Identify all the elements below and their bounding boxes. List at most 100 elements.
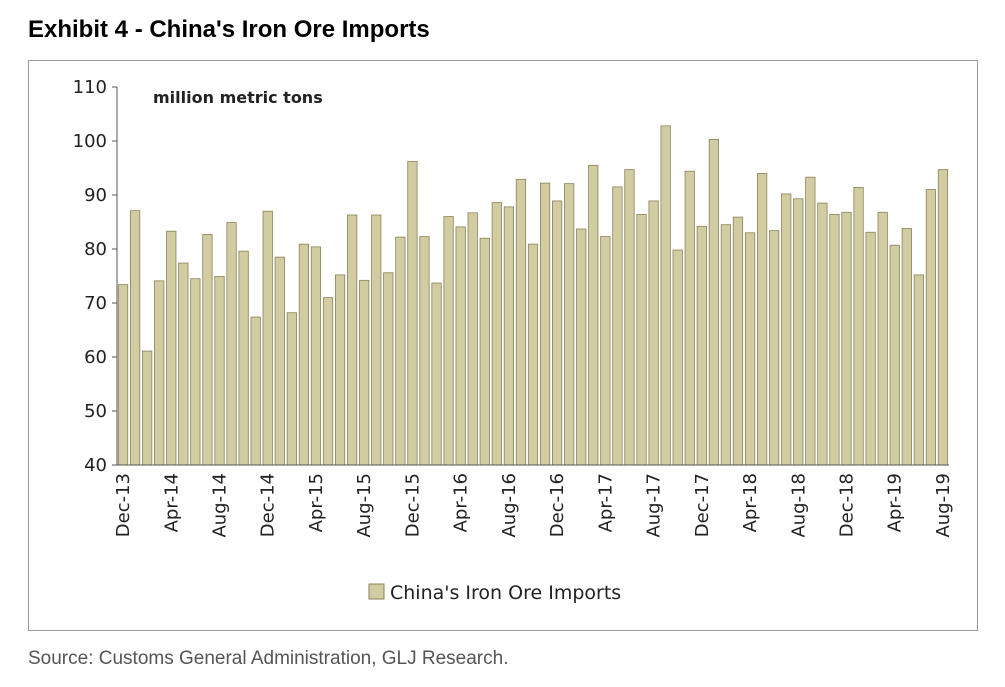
- bar-jul-16: [491, 202, 502, 466]
- y-tick-label: 40: [84, 455, 107, 476]
- bar-nov-18: [829, 214, 840, 466]
- bar-mar-16: [443, 216, 454, 466]
- legend-swatch: [368, 583, 385, 600]
- y-tick-label: 50: [84, 401, 107, 422]
- bar-sep-14: [226, 222, 237, 466]
- bar-dec-13: [117, 284, 129, 466]
- bars: [117, 125, 949, 466]
- bar-dec-14: [262, 210, 273, 466]
- x-tick-label: Dec-14: [258, 473, 279, 537]
- bar-jul-15: [347, 214, 358, 466]
- bar-jun-18: [769, 230, 780, 466]
- y-tick-label: 100: [73, 131, 107, 152]
- bar-may-19: [901, 228, 912, 466]
- bar-mar-19: [877, 211, 888, 466]
- bar-apr-15: [310, 246, 322, 466]
- bar-may-16: [467, 212, 478, 466]
- iron-ore-bar-chart: 40 50 60 70 80 90 100 110 Dec-13 Apr-14 Aug-14 Dec…: [73, 77, 954, 604]
- y-axis: 40 50 60 70 80 90 100 110: [73, 77, 118, 476]
- bar-jun-17: [624, 169, 635, 466]
- bar-dec-15: [407, 161, 418, 466]
- legend: China's Iron Ore Imports: [368, 582, 621, 604]
- bar-oct-15: [383, 272, 394, 466]
- bar-apr-19: [889, 244, 900, 466]
- bar-feb-16: [431, 282, 442, 466]
- bar-jul-17: [636, 214, 647, 466]
- bar-oct-17: [672, 249, 683, 466]
- bar-apr-14: [166, 230, 177, 466]
- bar-jan-17: [564, 183, 575, 466]
- bar-may-18: [757, 173, 768, 466]
- legend-label: China's Iron Ore Imports: [390, 582, 621, 604]
- bar-oct-18: [817, 202, 828, 466]
- bar-mar-17: [588, 164, 599, 466]
- x-tick-label: Dec-15: [402, 473, 423, 537]
- bar-aug-15: [359, 279, 370, 466]
- bar-jun-19: [913, 274, 924, 466]
- bar-jun-14: [190, 278, 201, 466]
- bar-jan-14: [129, 210, 141, 466]
- bar-feb-17: [576, 228, 587, 466]
- bar-feb-14: [142, 350, 153, 466]
- x-tick-label: Aug-17: [644, 473, 665, 538]
- bar-oct-16: [527, 243, 539, 466]
- bar-dec-18: [841, 211, 852, 466]
- bar-nov-17: [684, 170, 695, 466]
- y-tick-label: 110: [73, 77, 107, 98]
- unit-label: million metric tons: [153, 88, 323, 107]
- bar-may-17: [612, 186, 623, 466]
- bar-may-14: [178, 262, 189, 466]
- x-tick-label: Apr-16: [451, 473, 472, 532]
- x-tick-label: Dec-18: [837, 473, 858, 537]
- x-tick-label: Dec-17: [692, 473, 713, 537]
- bar-mar-18: [732, 216, 744, 466]
- x-axis: Dec-13 Apr-14 Aug-14 Dec-14 Apr-15 Aug-15 Dec-…: [113, 464, 954, 538]
- bar-apr-17: [600, 236, 611, 466]
- bar-sep-18: [805, 176, 816, 466]
- bar-aug-19: [937, 169, 949, 466]
- bar-aug-17: [648, 200, 659, 466]
- y-tick-label: 90: [84, 185, 107, 206]
- bar-jul-18: [781, 193, 792, 466]
- bar-nov-14: [250, 316, 261, 466]
- y-tick-label: 70: [84, 293, 107, 314]
- x-tick-label: Aug-18: [788, 473, 809, 538]
- x-tick-label: Aug-16: [499, 473, 520, 538]
- bar-mar-15: [298, 243, 310, 466]
- source-note: Source: Customs General Administration, …: [28, 648, 509, 669]
- x-tick-label: Apr-17: [595, 473, 616, 532]
- bar-nov-16: [539, 182, 551, 466]
- y-tick-label: 80: [84, 239, 107, 260]
- bar-sep-17: [660, 125, 671, 466]
- y-tick-label: 60: [84, 347, 107, 368]
- bar-sep-16: [515, 178, 527, 466]
- bar-jul-19: [925, 189, 937, 466]
- x-tick-label: Apr-19: [885, 473, 906, 532]
- bar-jun-15: [334, 274, 346, 466]
- x-tick-label: Dec-16: [547, 473, 568, 537]
- bar-jan-15: [274, 256, 285, 466]
- exhibit-title: Exhibit 4 - China's Iron Ore Imports: [28, 16, 430, 43]
- bar-feb-15: [286, 312, 297, 466]
- bar-aug-16: [503, 206, 514, 466]
- bar-jan-18: [708, 138, 719, 466]
- bar-feb-18: [720, 224, 732, 466]
- x-tick-label: Aug-14: [209, 473, 230, 538]
- chart-frame: 40 50 60 70 80 90 100 110 Dec-13 Apr-14 Aug-14 Dec…: [28, 60, 978, 631]
- bar-dec-17: [696, 225, 707, 466]
- bar-sep-15: [371, 214, 382, 466]
- bar-aug-14: [214, 276, 225, 466]
- x-tick-label: Apr-14: [161, 473, 182, 532]
- bar-aug-18: [793, 198, 804, 466]
- bar-jan-16: [419, 236, 430, 466]
- x-tick-label: Aug-15: [354, 473, 375, 538]
- x-tick-label: Dec-13: [113, 473, 134, 537]
- bar-apr-18: [744, 232, 756, 466]
- bar-jul-14: [202, 234, 213, 466]
- bar-nov-15: [395, 236, 406, 466]
- bar-oct-14: [238, 250, 249, 466]
- bar-apr-16: [455, 226, 466, 466]
- x-tick-label: Apr-18: [740, 473, 761, 532]
- bar-feb-19: [865, 231, 876, 466]
- bar-dec-16: [552, 200, 563, 466]
